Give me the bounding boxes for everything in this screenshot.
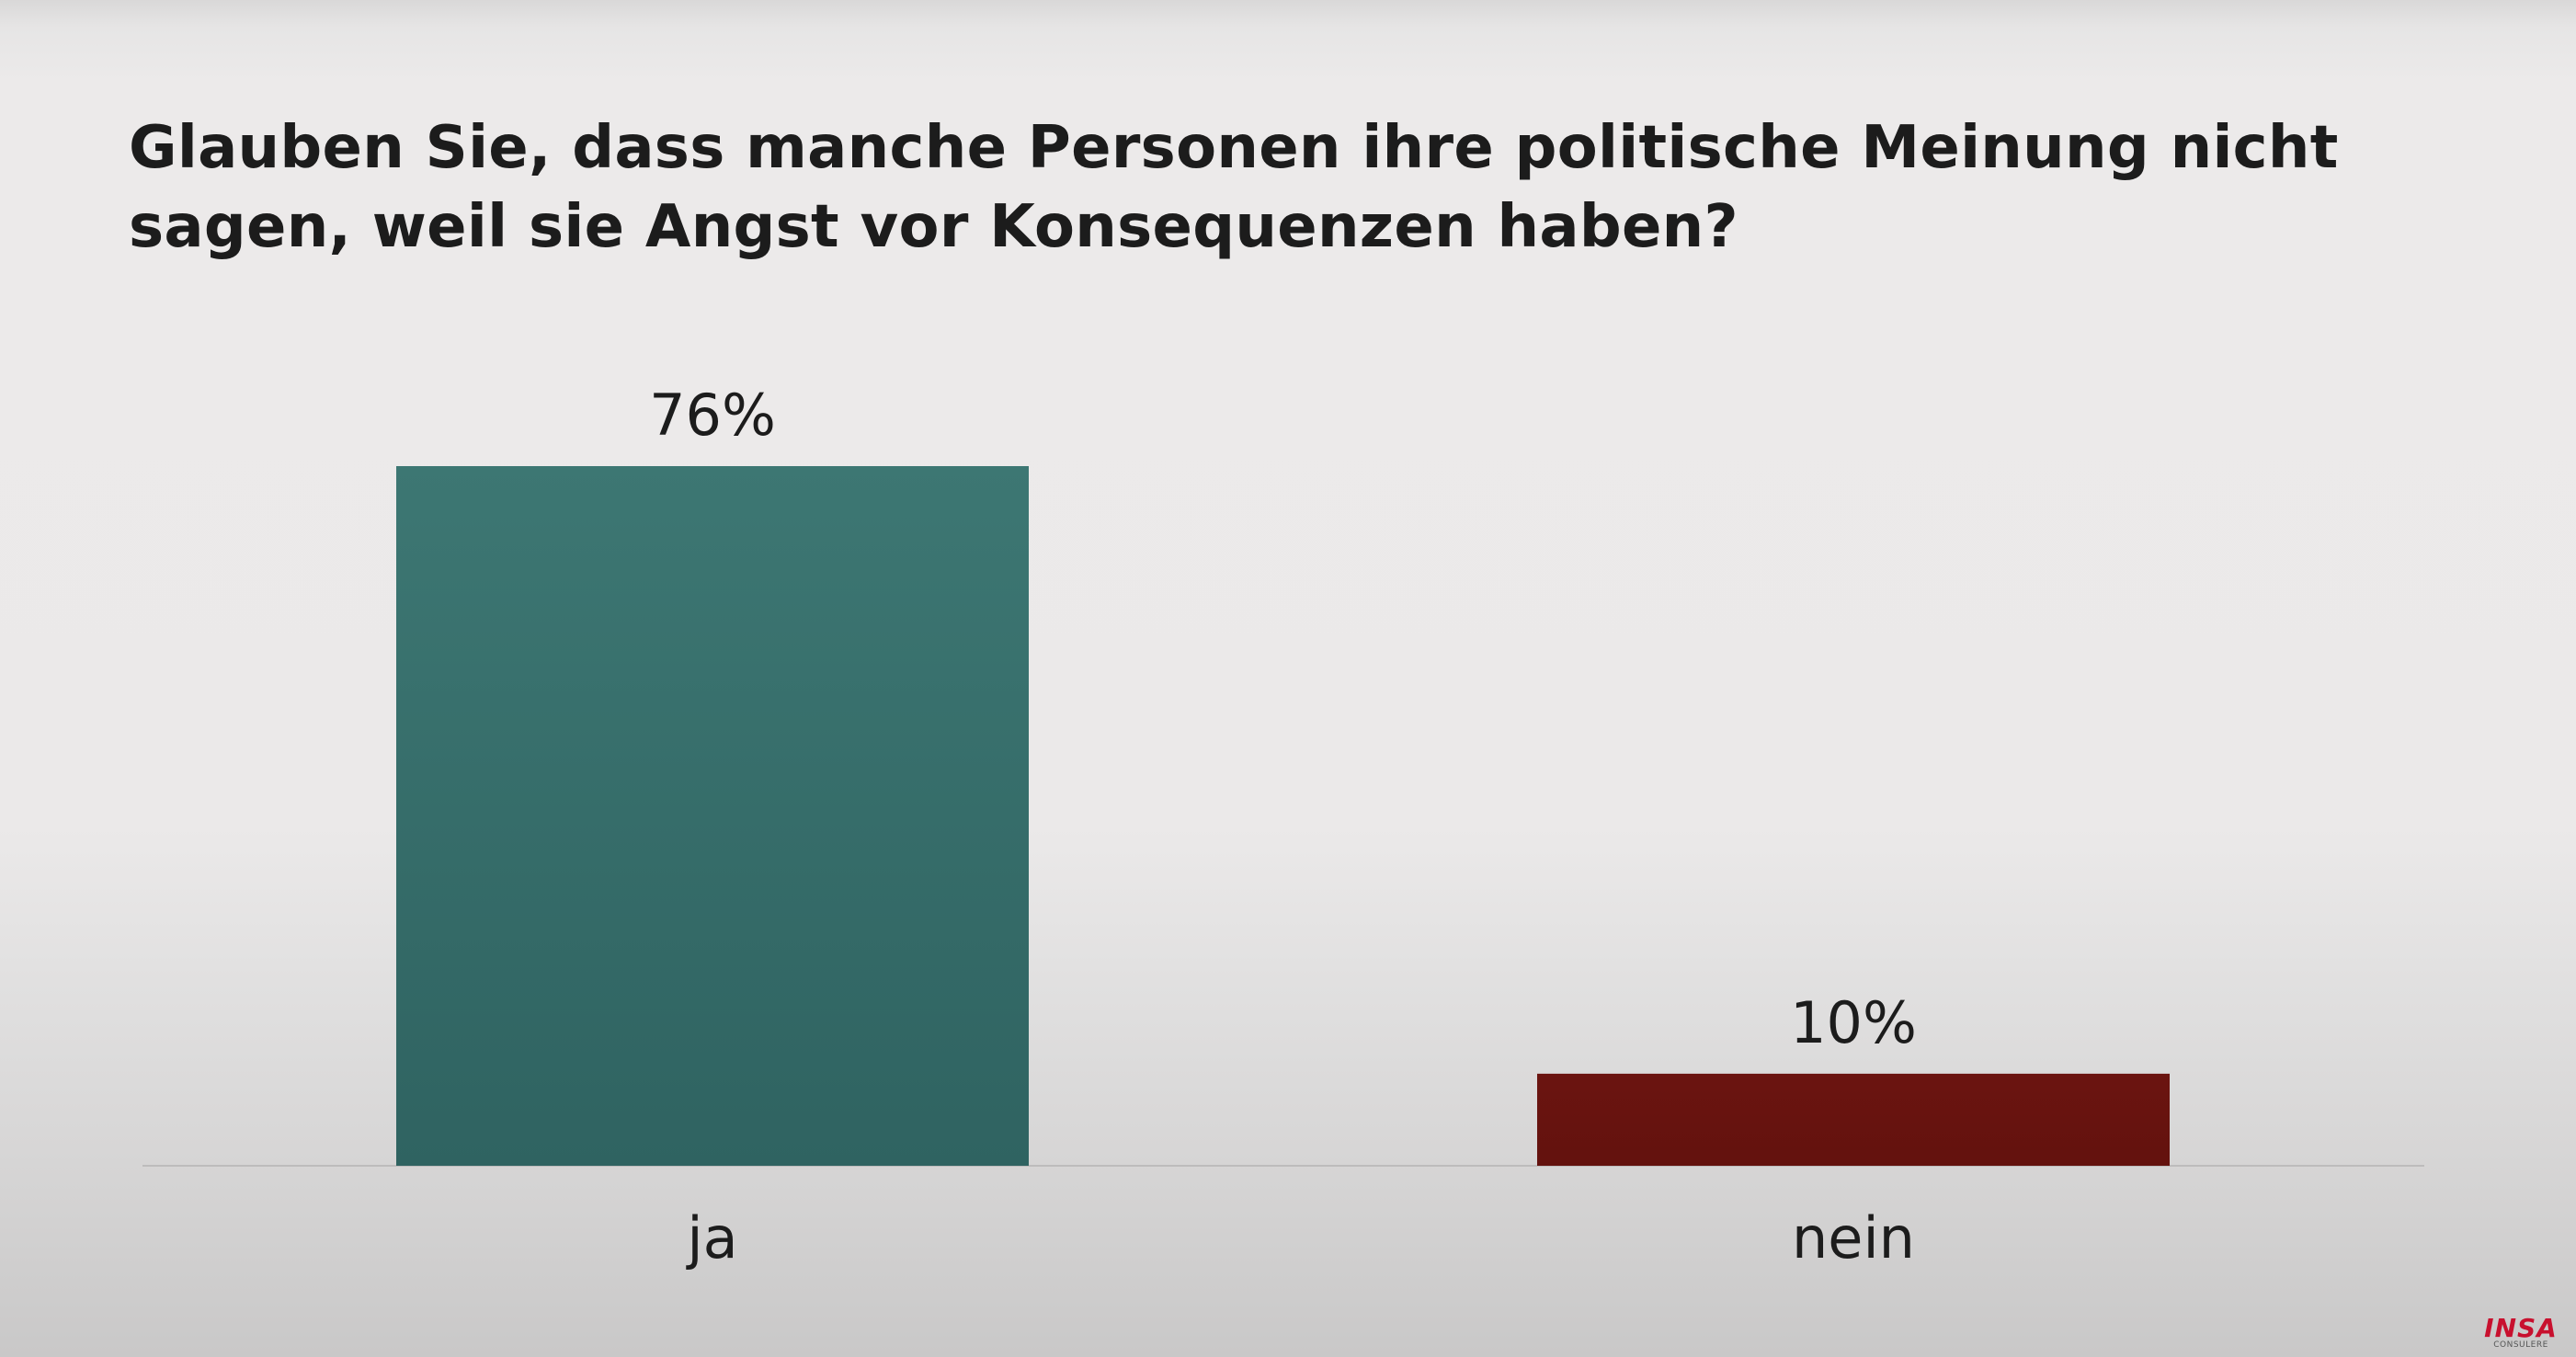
category-label-nein: nein (1792, 1204, 1915, 1271)
logo-subtext: CONSULERE (2493, 1340, 2548, 1350)
category-label-ja: ja (685, 1204, 737, 1271)
logo-text: INSA (2484, 1313, 2558, 1343)
bar-ja (396, 466, 1029, 1166)
insa-logo: INSA CONSULERE (2475, 1316, 2567, 1350)
value-label-nein: 10% (1790, 989, 1917, 1056)
bar-nein (1537, 1073, 2170, 1166)
chart-title: Glauben Sie, dass manche Personen ihre p… (129, 114, 2339, 261)
value-label-ja: 76% (649, 382, 776, 449)
